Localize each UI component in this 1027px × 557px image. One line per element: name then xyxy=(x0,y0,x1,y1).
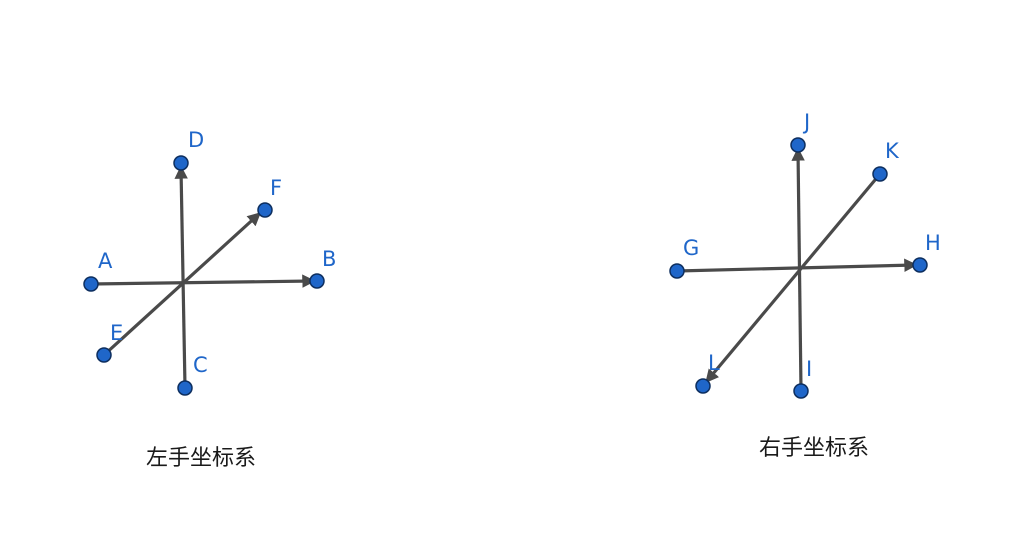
right-handed-system: G H I J K L 右手坐标系 xyxy=(669,110,941,461)
label-l: L xyxy=(708,351,720,375)
label-d: D xyxy=(188,128,204,152)
point-e xyxy=(96,347,112,363)
point-a xyxy=(83,276,99,292)
label-b: B xyxy=(322,247,336,271)
point-l xyxy=(695,378,711,394)
axis-l-k xyxy=(705,172,882,384)
axis-g-h xyxy=(676,258,918,273)
point-c xyxy=(177,380,193,396)
label-i: I xyxy=(806,357,812,381)
caption-left-handed: 左手坐标系 xyxy=(146,446,256,471)
label-k: K xyxy=(885,139,900,163)
caption-right-handed: 右手坐标系 xyxy=(759,436,869,461)
point-h xyxy=(912,257,928,273)
axis-e-f xyxy=(102,212,261,357)
label-c: C xyxy=(193,353,208,377)
point-i xyxy=(793,383,809,399)
label-j: J xyxy=(802,110,810,134)
label-e: E xyxy=(110,321,123,345)
point-g xyxy=(669,263,685,279)
axis-a-b xyxy=(90,274,316,288)
label-g: G xyxy=(683,236,699,260)
point-b xyxy=(309,273,325,289)
left-handed-system: A B C D E F 左手坐标系 xyxy=(83,128,336,471)
point-d xyxy=(173,155,189,171)
label-f: F xyxy=(270,176,282,200)
point-j xyxy=(790,137,806,153)
point-k xyxy=(872,166,888,182)
label-h: H xyxy=(925,231,941,255)
label-a: A xyxy=(98,249,113,273)
point-f xyxy=(257,202,273,218)
axis-c-d xyxy=(174,165,188,388)
